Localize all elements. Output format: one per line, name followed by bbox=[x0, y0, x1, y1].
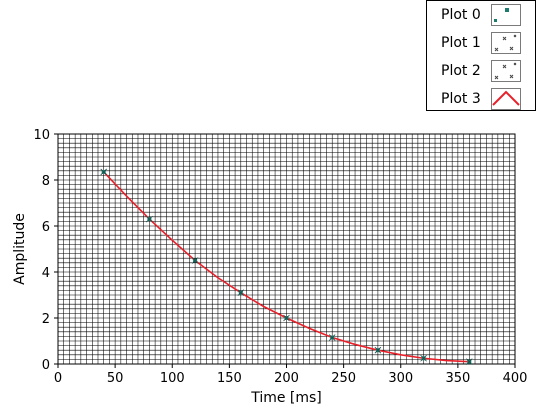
waveform-graph[interactable]: 0 50 100 150 200 250 300 350 400 0 2 4 6 8 10 Time [m… bbox=[0, 120, 540, 414]
y-axis-label: Amplitude bbox=[12, 213, 28, 285]
point-marker-icon[interactable] bbox=[491, 4, 521, 26]
legend-label: Plot 0 bbox=[441, 7, 481, 23]
legend-label: Plot 2 bbox=[441, 63, 481, 79]
y-axis-ticks: 0 2 4 6 8 10 bbox=[33, 128, 58, 373]
x-axis-ticks: 0 50 100 150 200 250 300 350 400 bbox=[54, 364, 528, 386]
data-point-marker bbox=[374, 346, 382, 354]
x-tick-label: 100 bbox=[160, 371, 185, 386]
x-axis-label: Time [ms] bbox=[250, 390, 322, 406]
legend-item-plot-2[interactable]: Plot 2 bbox=[427, 58, 535, 86]
x-tick-label: 350 bbox=[445, 371, 470, 386]
plot-legend: Plot 0 Plot 1 Plot 2 bbox=[426, 0, 536, 111]
legend-item-plot-3[interactable]: Plot 3 bbox=[427, 86, 535, 114]
x-markers-icon[interactable] bbox=[491, 60, 521, 82]
series-layer bbox=[100, 168, 473, 365]
x-tick-label: 50 bbox=[107, 371, 124, 386]
legend-label: Plot 1 bbox=[441, 35, 481, 51]
x-tick-label: 0 bbox=[54, 371, 62, 386]
y-tick-label: 4 bbox=[42, 266, 50, 281]
y-tick-label: 2 bbox=[42, 312, 50, 327]
data-point-marker bbox=[146, 215, 153, 223]
data-point-marker bbox=[237, 289, 245, 296]
legend-item-plot-0[interactable]: Plot 0 bbox=[427, 2, 535, 30]
x-markers-icon[interactable] bbox=[491, 32, 521, 54]
data-point-marker bbox=[328, 334, 336, 341]
x-tick-label: 150 bbox=[217, 371, 242, 386]
x-tick-label: 250 bbox=[331, 371, 356, 386]
x-tick-label: 200 bbox=[274, 371, 299, 386]
data-point-marker bbox=[283, 314, 290, 322]
red-line-icon[interactable] bbox=[491, 88, 521, 110]
y-tick-label: 8 bbox=[42, 174, 50, 189]
grid-lines bbox=[58, 134, 515, 364]
legend-item-plot-1[interactable]: Plot 1 bbox=[427, 30, 535, 58]
data-point-marker bbox=[466, 358, 473, 365]
y-tick-label: 6 bbox=[42, 220, 50, 235]
data-point-marker bbox=[100, 168, 107, 176]
y-tick-label: 10 bbox=[33, 128, 50, 143]
x-tick-label: 300 bbox=[388, 371, 413, 386]
x-tick-label: 400 bbox=[503, 371, 528, 386]
data-point-marker bbox=[420, 354, 427, 362]
y-tick-label: 0 bbox=[42, 358, 50, 373]
legend-label: Plot 3 bbox=[441, 91, 481, 107]
data-point-marker bbox=[191, 257, 199, 264]
